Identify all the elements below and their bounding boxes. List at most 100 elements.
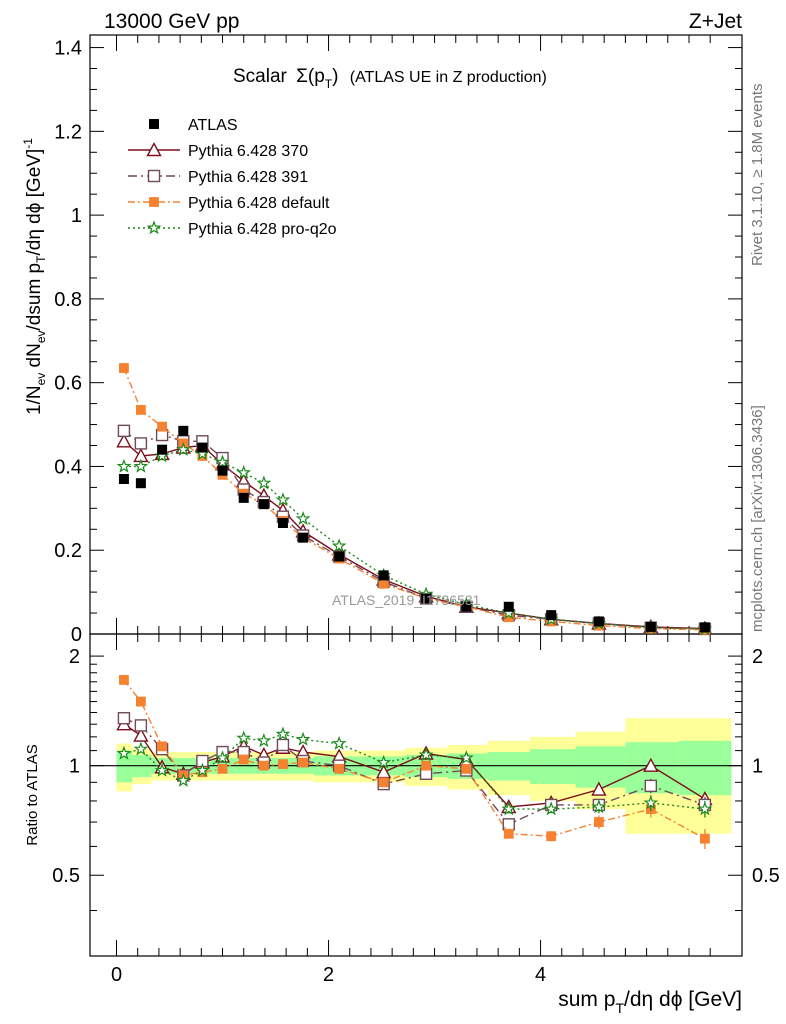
atlas-point [645,621,656,632]
x-tick-label: 0 [111,964,122,986]
ratio-point [175,772,191,787]
ratio-tick-label-right: 2 [752,646,763,668]
band-inner-bin [678,740,732,796]
ratio-tick-label: 1 [69,756,80,778]
ratio-tick-label-right: 0.5 [752,865,780,887]
ratio-point [116,745,132,760]
y-tick-label: 0.6 [54,373,82,395]
ratio-point [699,833,710,844]
series-point [116,433,132,448]
ratio-point [258,760,269,771]
y-tick-label: 0 [71,624,82,646]
legend-label: Pythia 6.428 391 [188,169,308,186]
ratio-tick-label: 0.5 [52,865,80,887]
ratio-point [503,828,514,839]
atlas-point [277,517,288,528]
ratio-point [135,696,146,707]
legend-label: Pythia 6.428 pro-q2o [188,221,337,238]
y-tick-label: 1.2 [54,121,82,143]
legend-item-p370: Pythia 6.428 370 [128,142,308,160]
legend-marker [146,142,162,157]
atlas-point [258,499,269,510]
y-tick-label: 1 [71,205,82,227]
ratio-point [376,754,392,769]
ratio-point [421,760,431,771]
series-point [135,404,146,415]
ratio-point [215,750,230,765]
ratio-point [195,762,210,777]
series-point [157,421,167,432]
ratio-point [331,735,347,750]
ratio-point [119,675,129,685]
atlas-point [699,622,710,633]
x-axis-label: sum pT/dη dϕ [GeV] [558,988,742,1016]
series-point [295,511,311,526]
x-tick-label: 2 [323,964,334,986]
ratio-point [133,741,149,756]
series-point [116,458,132,473]
ratio-point [643,757,659,772]
ratio-point [546,831,557,842]
atlas-point [217,465,228,476]
y-tick-label: 0.8 [54,289,82,311]
x-tick-label: 4 [535,964,546,986]
series-point [133,458,149,473]
y-tick-label: 0.4 [54,456,82,478]
y-tick-label: 0.2 [54,540,82,562]
ratio-point [157,741,167,752]
y-axis-label: 1/Nev dNev/dsum pT/dη dϕ [GeV]-1 [21,138,48,415]
ratio-point [418,747,434,762]
ratio-point [278,759,288,769]
atlas-point [546,610,557,621]
ratio-point [217,763,228,774]
ratio-point [458,750,474,765]
band-inner-bin [487,752,530,781]
legend: ATLAS Pythia 6.428 370 Pythia 6.428 391 Pyt… [128,117,337,238]
chart-title: Scalar Σ(pT) (ATLAS UE in Z production) [233,66,547,91]
series-point [331,538,347,553]
atlas-point [135,478,146,489]
ratio-point [117,712,131,725]
atlas-point [197,442,208,453]
atlas-point [238,492,249,503]
series-point [275,492,291,507]
ratio-point [295,731,311,746]
series-point [119,363,129,373]
series-point [134,437,148,450]
legend-item-p391: Pythia 6.428 391 [128,169,308,186]
ratio-point [133,727,149,742]
header-left-label: 13000 GeV pp [104,10,239,33]
series-layer [116,363,713,850]
ratio-point [238,754,249,765]
ratio-point [134,719,148,732]
legend-label: Pythia 6.428 370 [188,143,308,160]
ratio-point [591,781,607,796]
analysis-watermark: ATLAS_2019_I1736531 [332,592,481,608]
ratio-y-axis-label: Ratio to ATLAS [24,744,41,845]
legend-label: Pythia 6.428 default [188,195,330,212]
atlas-point [421,593,432,604]
ratio-point [256,733,272,748]
ratio-point [644,779,658,793]
legend-marker [146,220,162,235]
ratio-point [501,801,517,816]
ratio-point [643,795,659,810]
atlas-point [118,474,129,485]
ratio-point [378,777,389,788]
series-point [256,475,272,490]
legend-marker [149,119,159,129]
atlas-point [593,616,604,627]
series-line [123,367,705,631]
atlas-data-points [118,425,710,633]
rivet-label: Rivet 3.1.10, ≥ 1.8M events [749,84,766,267]
ratio-point [275,726,291,741]
atlas-point [298,532,309,543]
series-point [236,464,252,479]
ratio-point [543,801,559,816]
atlas-point [461,601,472,612]
ratio-point [697,801,713,816]
atlas-point [334,551,345,562]
mcplots-label: mcplots.cern.ch [arXiv:1306.3436] [749,405,766,632]
ratio-point [591,799,607,814]
